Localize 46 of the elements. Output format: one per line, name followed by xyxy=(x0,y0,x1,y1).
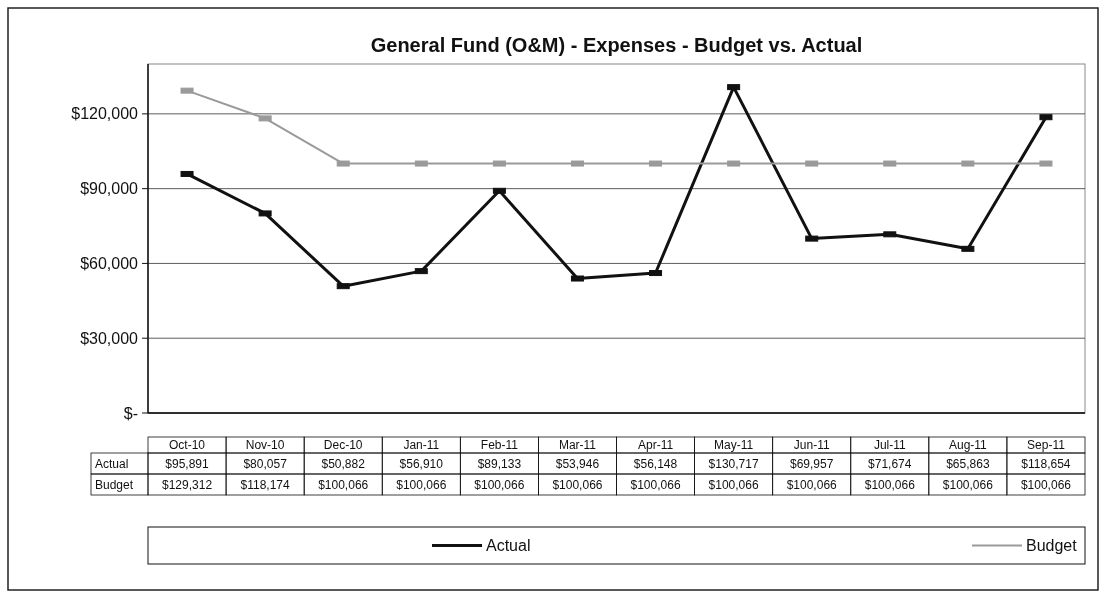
data-label: $100,066 xyxy=(396,477,447,492)
x-tick-label: May-11 xyxy=(714,438,754,453)
data-label: $80,057 xyxy=(243,456,288,471)
x-tick-label: Jul-11 xyxy=(873,438,907,453)
text: Budget xyxy=(95,477,134,492)
x-tick-label: Apr-11 xyxy=(637,438,674,453)
x-tick-label: Mar-11 xyxy=(558,438,597,453)
y-tick-label: $- xyxy=(123,404,138,422)
y-tick-label: $90,000 xyxy=(80,180,139,198)
data-label: $53,946 xyxy=(555,456,600,471)
data-label: $50,882 xyxy=(321,456,366,471)
data-label: $130,717 xyxy=(708,456,759,471)
x-tick-label: Aug-11 xyxy=(948,438,988,453)
data-label: $56,148 xyxy=(633,456,678,471)
data-label: $65,863 xyxy=(946,456,990,471)
data-label: $100,066 xyxy=(786,477,838,492)
x-tick-label: Jan-11 xyxy=(403,438,440,453)
data-label: $100,066 xyxy=(942,477,994,492)
data-label: $71,674 xyxy=(868,456,912,471)
data-label: $100,066 xyxy=(708,477,759,492)
data-label: $100,066 xyxy=(474,477,525,492)
data-label: $89,133 xyxy=(477,456,522,471)
data-label: $100,066 xyxy=(864,477,916,492)
data-label: $129,312 xyxy=(162,477,213,492)
legend-label: Actual xyxy=(486,537,531,555)
y-tick-label: $120,000 xyxy=(71,105,139,123)
x-tick-label: Feb-11 xyxy=(480,438,519,453)
data-label: $118,654 xyxy=(1021,456,1071,471)
x-tick-label: Jun-11 xyxy=(793,438,830,453)
chart-title: General Fund (O&M) - Expenses - Budget vs. Actual xyxy=(370,34,863,56)
data-label: $100,066 xyxy=(552,477,603,492)
text: Actual xyxy=(95,456,129,471)
x-tick-label: Sep-11 xyxy=(1027,438,1066,453)
legend-label: Budget xyxy=(1026,537,1078,555)
x-tick-label: Dec-10 xyxy=(323,438,363,453)
y-tick-label: $30,000 xyxy=(80,329,139,347)
x-tick-label: Nov-10 xyxy=(245,438,285,453)
data-label: $118,174 xyxy=(240,477,291,492)
data-label: $100,066 xyxy=(318,477,369,492)
data-label: $100,066 xyxy=(630,477,681,492)
y-tick-label: $60,000 xyxy=(80,255,139,273)
data-label: $69,957 xyxy=(790,456,834,471)
data-label: $100,066 xyxy=(1020,477,1072,492)
x-tick-label: Oct-10 xyxy=(169,438,206,453)
data-label: $56,910 xyxy=(399,456,444,471)
data-label: $95,891 xyxy=(165,456,210,471)
